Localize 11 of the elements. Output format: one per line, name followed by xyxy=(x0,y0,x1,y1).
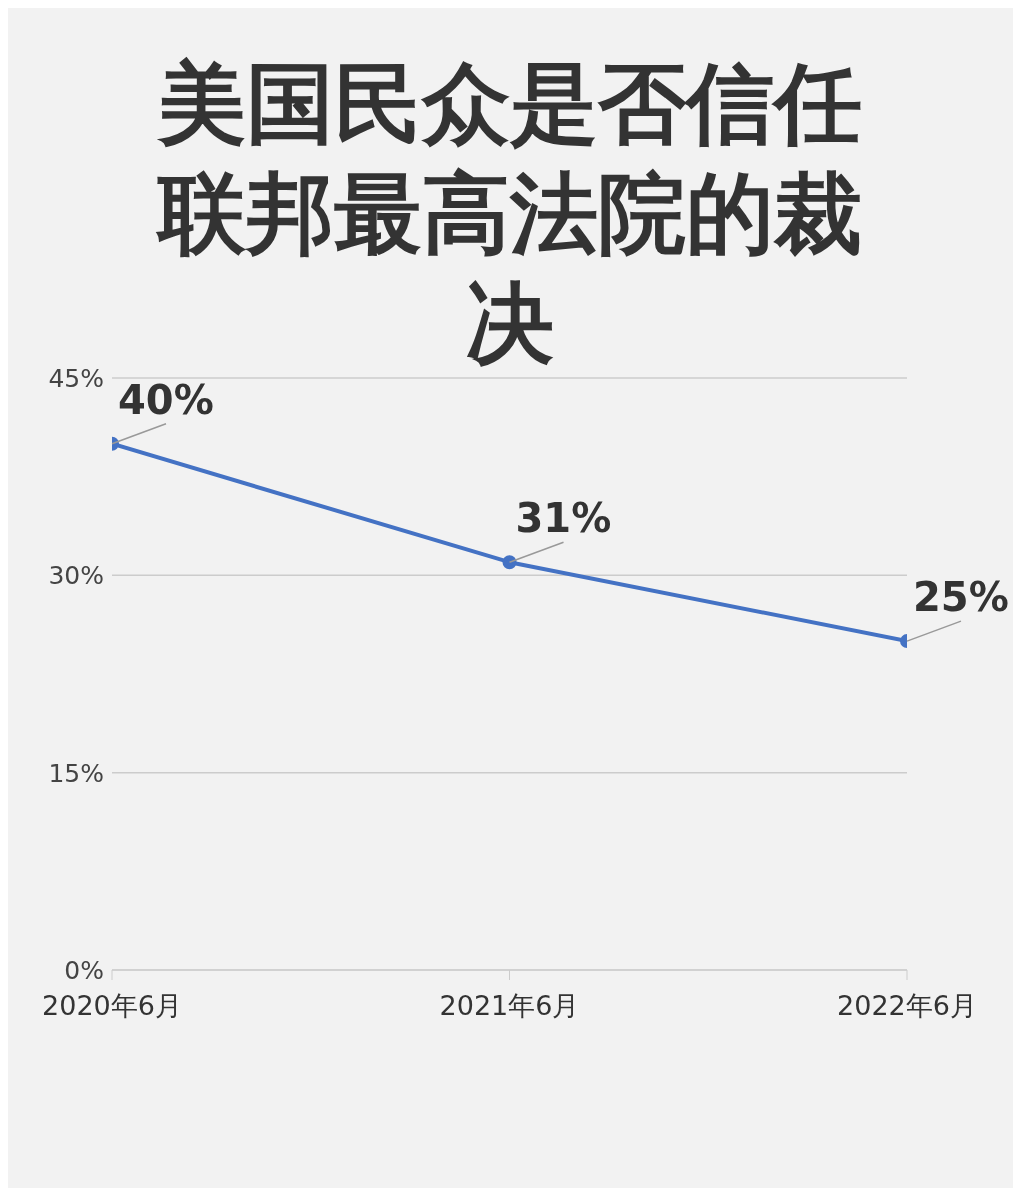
y-tick-label: 30% xyxy=(48,561,104,591)
data-label: 40% xyxy=(118,376,214,423)
y-tick-label: 45% xyxy=(48,363,104,393)
x-tick-label: 2021年6月 xyxy=(439,990,580,1022)
chart-title: 美国民众是否信任联邦最高法院的裁决 xyxy=(155,50,863,377)
x-tick-label: 2022年6月 xyxy=(837,990,977,1022)
y-tick-label: 0% xyxy=(64,955,104,985)
data-label: 25% xyxy=(913,574,1009,621)
y-tick-label: 15% xyxy=(48,758,104,788)
data-label: 31% xyxy=(515,495,612,542)
x-tick-label: 2020年6月 xyxy=(42,990,182,1022)
